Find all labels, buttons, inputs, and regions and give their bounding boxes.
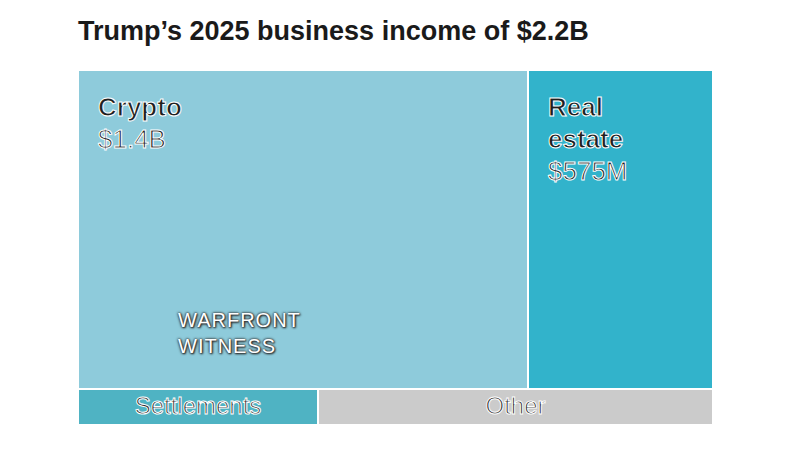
svg-text:Real: Real (548, 92, 603, 122)
svg-text:estate: estate (548, 124, 623, 154)
html-text:WITNESS: WITNESS (178, 335, 277, 357)
svg-text:$1.4B: $1.4B (98, 124, 166, 154)
html-text:WARFRONT: WARFRONT (178, 309, 301, 331)
svg-text:$575M: $575M (548, 156, 628, 186)
html-text:Trump’s 2025 business income o: Trump’s 2025 business income of $2.2B (78, 16, 589, 46)
svg-text:Settlements: Settlements (135, 392, 262, 419)
svg-text:Crypto: Crypto (98, 92, 182, 122)
svg-text:Other: Other (485, 392, 545, 419)
